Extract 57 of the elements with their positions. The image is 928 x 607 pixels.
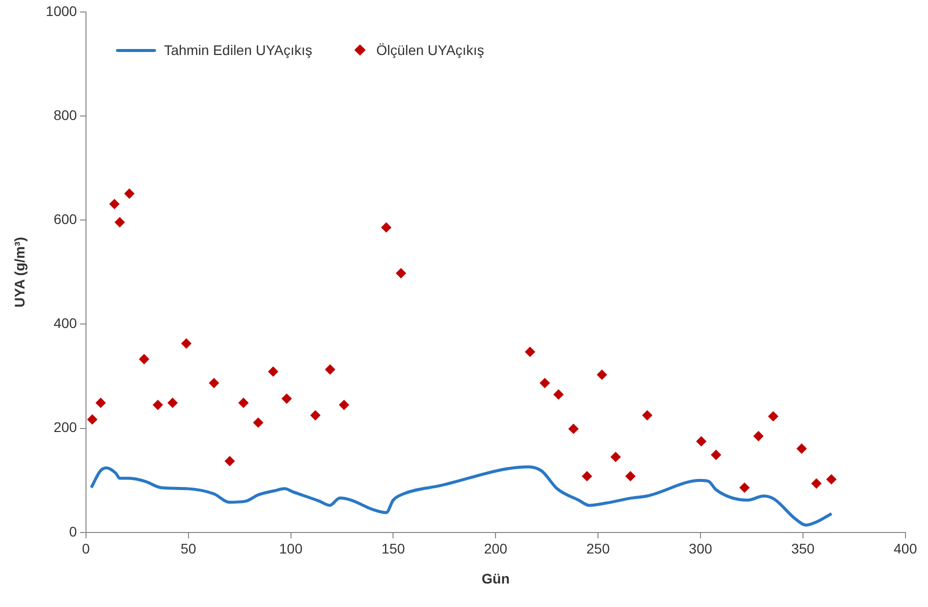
y-tick-label: 1000 [46, 2, 78, 19]
point [642, 410, 652, 420]
point [396, 268, 406, 278]
point [582, 471, 592, 482]
point [625, 471, 636, 482]
point [381, 222, 392, 232]
x-tick-label: 150 [382, 540, 406, 557]
point [596, 370, 607, 380]
x-tick-label: 300 [688, 540, 712, 557]
point [152, 400, 163, 410]
point [181, 338, 192, 348]
point [339, 400, 350, 410]
point [826, 474, 836, 484]
x-tick-label: 250 [586, 540, 610, 557]
point [96, 398, 106, 408]
point [253, 418, 264, 428]
point [525, 346, 536, 357]
point [568, 424, 578, 434]
point [208, 378, 219, 388]
point [325, 364, 336, 375]
point [768, 411, 778, 422]
point [139, 354, 150, 364]
line-series [90, 465, 834, 527]
point [124, 188, 134, 199]
point [753, 431, 764, 442]
y-tick-label: 0 [69, 523, 78, 540]
point [114, 217, 125, 228]
y-tick-label: 400 [54, 315, 78, 332]
point [168, 398, 178, 408]
y-tick-label: 800 [54, 106, 78, 123]
point [711, 450, 722, 460]
point [109, 199, 120, 210]
point [87, 414, 98, 424]
x-axis-title: Gün [482, 570, 510, 586]
point [268, 366, 278, 377]
x-tick-label: 100 [279, 540, 303, 557]
point [310, 410, 320, 420]
y-tick-label: 600 [54, 211, 78, 228]
y-tick-label: 200 [54, 419, 78, 436]
legend-label: Ölçülen UYAçıkış [376, 42, 484, 58]
point [238, 398, 248, 408]
x-tick-label: 0 [82, 540, 90, 557]
point [282, 394, 292, 404]
point [696, 436, 706, 446]
point [540, 378, 550, 388]
x-tick-label: 50 [180, 540, 196, 557]
x-tick-label: 200 [484, 540, 508, 557]
point [224, 456, 235, 466]
point [811, 478, 822, 488]
x-tick-label: 350 [791, 540, 815, 557]
point [610, 452, 621, 462]
point [740, 482, 750, 493]
point [554, 389, 564, 400]
point [796, 444, 807, 454]
y-axis-title: UYA (g/m³) [11, 236, 28, 308]
x-tick-label: 400 [894, 540, 918, 557]
legend-label: Tahmin Edilen UYAçıkış [164, 42, 312, 58]
